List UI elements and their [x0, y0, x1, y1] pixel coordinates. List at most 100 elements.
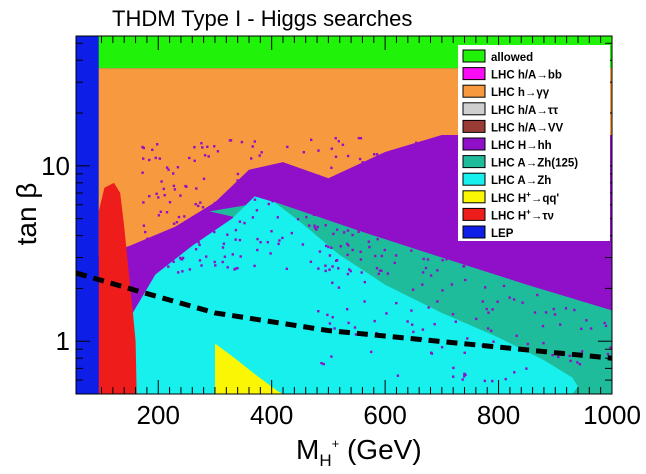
scatter-point — [561, 266, 564, 269]
scatter-point — [167, 168, 170, 171]
scatter-point — [385, 312, 388, 315]
scatter-point — [432, 172, 435, 176]
scatter-point — [554, 255, 557, 258]
scatter-point — [581, 350, 584, 353]
scatter-point — [310, 138, 313, 141]
scatter-point — [438, 250, 441, 253]
scatter-point — [592, 268, 595, 271]
scatter-point — [562, 261, 566, 264]
scatter-point — [604, 324, 608, 328]
scatter-point — [415, 238, 419, 241]
scatter-point — [313, 224, 316, 227]
scatter-point — [375, 153, 379, 156]
scatter-point — [403, 205, 406, 209]
scatter-point — [491, 379, 494, 383]
scatter-point — [513, 371, 516, 374]
scatter-point — [378, 269, 382, 272]
legend-swatch — [462, 225, 486, 239]
scatter-point — [281, 197, 285, 200]
scatter-point — [253, 140, 256, 143]
scatter-point — [142, 224, 146, 227]
scatter-point — [331, 281, 334, 284]
scatter-point — [453, 200, 456, 203]
axes: 200 400 600 800 1000 1 10 — [41, 36, 641, 430]
scatter-point — [430, 239, 433, 242]
scatter-point — [384, 185, 387, 188]
scatter-point — [193, 238, 197, 242]
scatter-point — [328, 254, 332, 257]
scatter-point — [150, 240, 154, 243]
scatter-point — [374, 254, 377, 258]
scatter-point — [351, 212, 354, 215]
legend-entry-label: LHC H→hh — [491, 140, 552, 152]
scatter-point — [598, 250, 601, 253]
legend-swatch — [462, 67, 486, 81]
scatter-point — [481, 300, 484, 303]
scatter-point — [354, 333, 358, 336]
scatter-point — [475, 317, 478, 321]
scatter-point — [577, 269, 581, 273]
scatter-point — [431, 239, 434, 243]
scatter-point — [301, 243, 305, 246]
scatter-point — [417, 223, 420, 226]
scatter-point — [346, 229, 350, 232]
scatter-point — [552, 307, 555, 311]
scatter-point — [576, 361, 579, 364]
scatter-point — [213, 145, 216, 148]
scatter-point — [483, 379, 486, 383]
scatter-point — [487, 327, 490, 330]
scatter-point — [408, 172, 411, 176]
scatter-point — [421, 271, 425, 274]
scatter-point — [143, 270, 146, 273]
scatter-point — [187, 239, 190, 242]
scatter-point — [378, 197, 381, 200]
scatter-point — [609, 346, 612, 349]
scatter-point — [236, 172, 240, 176]
scatter-point — [394, 254, 398, 257]
scatter-point — [456, 170, 459, 173]
legend-swatch — [462, 207, 486, 221]
scatter-point — [155, 192, 158, 195]
scatter-point — [451, 313, 455, 316]
scatter-point — [438, 251, 442, 255]
scatter-point — [595, 285, 598, 288]
scatter-point — [240, 140, 244, 144]
scatter-point — [466, 337, 469, 340]
scatter-point — [221, 260, 224, 264]
scatter-point — [214, 264, 217, 267]
scatter-point — [523, 264, 527, 267]
scatter-point — [215, 214, 219, 217]
scatter-point — [298, 184, 301, 188]
scatter-point — [146, 237, 149, 240]
scatter-point — [324, 269, 327, 273]
scatter-point — [270, 230, 273, 233]
scatter-point — [202, 177, 206, 180]
legend-entry-label: LHC h/A→bb — [491, 70, 562, 82]
scatter-point — [201, 206, 205, 209]
scatter-point — [317, 310, 320, 313]
scatter-point — [177, 215, 181, 219]
scatter-point — [542, 341, 545, 345]
scatter-point — [583, 263, 587, 266]
scatter-point — [166, 232, 169, 235]
scatter-point — [233, 268, 236, 271]
scatter-point — [236, 267, 239, 270]
scatter-point — [377, 272, 380, 276]
scatter-point — [606, 352, 610, 356]
scatter-point — [312, 213, 316, 216]
scatter-point — [396, 159, 399, 163]
scatter-point — [430, 352, 434, 355]
scatter-point — [496, 300, 499, 303]
scatter-point — [515, 334, 518, 337]
scatter-point — [306, 200, 309, 204]
scatter-point — [372, 218, 375, 221]
scatter-point — [177, 271, 180, 274]
scatter-point — [579, 282, 582, 285]
scatter-point — [331, 185, 335, 189]
scatter-point — [342, 231, 346, 234]
scatter-point — [419, 215, 423, 219]
scatter-point — [234, 267, 237, 270]
scatter-point — [316, 225, 319, 229]
scatter-point — [494, 267, 498, 271]
scatter-point — [290, 231, 293, 235]
